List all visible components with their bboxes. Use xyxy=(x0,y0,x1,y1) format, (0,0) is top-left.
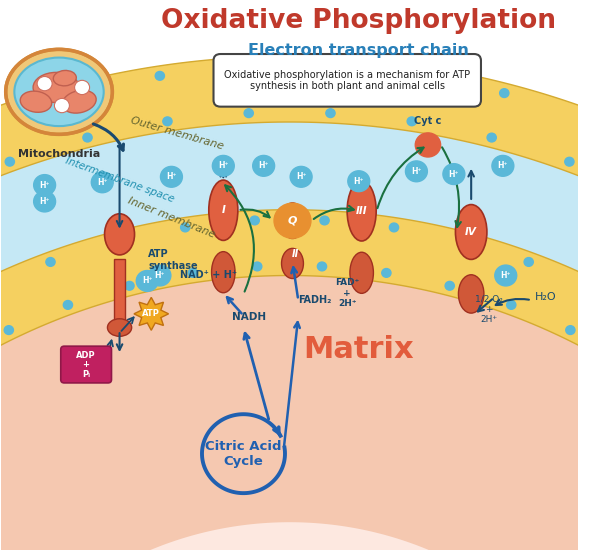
Circle shape xyxy=(389,223,398,232)
Text: Outer membrane: Outer membrane xyxy=(130,115,225,151)
Circle shape xyxy=(188,268,197,277)
Circle shape xyxy=(5,158,14,166)
Circle shape xyxy=(458,237,467,246)
Polygon shape xyxy=(0,210,600,551)
Text: H⁺: H⁺ xyxy=(142,277,152,285)
Text: H₂O: H₂O xyxy=(535,292,556,302)
Circle shape xyxy=(566,326,575,334)
Circle shape xyxy=(70,89,80,98)
Circle shape xyxy=(253,155,275,176)
Ellipse shape xyxy=(33,72,79,102)
Circle shape xyxy=(290,166,312,187)
Circle shape xyxy=(91,172,113,193)
Ellipse shape xyxy=(212,252,235,293)
Circle shape xyxy=(320,216,329,225)
Text: Oxidative phosphorylation is a mechanism for ATP
synthesis in both plant and ani: Oxidative phosphorylation is a mechanism… xyxy=(224,69,470,91)
Ellipse shape xyxy=(455,204,487,260)
Circle shape xyxy=(34,175,56,196)
FancyBboxPatch shape xyxy=(61,346,112,383)
Text: H⁺: H⁺ xyxy=(40,181,50,190)
Circle shape xyxy=(506,300,516,309)
Text: FAD⁺
+
2H⁺: FAD⁺ + 2H⁺ xyxy=(335,278,359,308)
Polygon shape xyxy=(0,122,600,551)
Circle shape xyxy=(46,257,55,266)
Circle shape xyxy=(250,216,259,225)
Ellipse shape xyxy=(281,203,304,239)
Circle shape xyxy=(181,223,190,232)
Circle shape xyxy=(155,72,164,80)
Ellipse shape xyxy=(14,58,104,126)
Polygon shape xyxy=(134,298,169,330)
Text: NAD⁺ + H⁺: NAD⁺ + H⁺ xyxy=(181,270,238,280)
Circle shape xyxy=(274,203,311,238)
Circle shape xyxy=(136,271,158,291)
Polygon shape xyxy=(1,358,578,549)
Ellipse shape xyxy=(20,91,52,112)
Text: Oxidative Phosphorylation: Oxidative Phosphorylation xyxy=(161,8,556,34)
Circle shape xyxy=(415,72,424,80)
Text: H⁺: H⁺ xyxy=(296,172,307,181)
Text: FADH₂: FADH₂ xyxy=(298,295,332,305)
Circle shape xyxy=(500,89,509,98)
Circle shape xyxy=(74,80,89,95)
Ellipse shape xyxy=(458,275,484,313)
Circle shape xyxy=(253,262,262,271)
Circle shape xyxy=(163,117,172,126)
Text: H⁺: H⁺ xyxy=(500,271,511,280)
Text: H⁺: H⁺ xyxy=(40,197,50,206)
Text: Cyt c: Cyt c xyxy=(414,116,442,126)
Circle shape xyxy=(242,63,251,72)
Text: H⁺: H⁺ xyxy=(411,167,422,176)
Circle shape xyxy=(37,77,52,91)
Text: IV: IV xyxy=(465,227,477,237)
Circle shape xyxy=(445,282,454,290)
Circle shape xyxy=(487,133,496,142)
Circle shape xyxy=(382,268,391,277)
Circle shape xyxy=(64,300,73,309)
Circle shape xyxy=(55,99,70,112)
Text: H⁺: H⁺ xyxy=(353,177,364,186)
Ellipse shape xyxy=(347,181,376,241)
Circle shape xyxy=(492,155,514,176)
Text: H⁺: H⁺ xyxy=(218,161,229,170)
Circle shape xyxy=(244,109,253,117)
Circle shape xyxy=(328,63,338,72)
Circle shape xyxy=(34,191,56,212)
Circle shape xyxy=(317,262,326,271)
Text: 1/2 O₂
+
2H⁺: 1/2 O₂ + 2H⁺ xyxy=(475,295,502,325)
Text: H⁺: H⁺ xyxy=(97,178,107,187)
Circle shape xyxy=(149,265,171,286)
Ellipse shape xyxy=(209,180,238,240)
Ellipse shape xyxy=(53,71,76,86)
Ellipse shape xyxy=(6,50,112,134)
Circle shape xyxy=(326,109,335,117)
Polygon shape xyxy=(0,276,600,551)
Text: Inner membrane: Inner membrane xyxy=(126,196,217,240)
FancyBboxPatch shape xyxy=(214,54,481,107)
Text: I: I xyxy=(221,205,225,215)
Text: H⁺: H⁺ xyxy=(166,172,176,181)
Polygon shape xyxy=(115,259,125,325)
Text: II: II xyxy=(292,249,299,258)
Text: ATP: ATP xyxy=(142,309,160,318)
Text: Q: Q xyxy=(288,215,297,226)
Circle shape xyxy=(160,166,182,187)
Circle shape xyxy=(125,282,134,290)
Ellipse shape xyxy=(62,90,96,113)
Text: H⁺: H⁺ xyxy=(449,170,459,179)
Circle shape xyxy=(495,265,517,286)
Circle shape xyxy=(112,237,122,246)
Polygon shape xyxy=(1,2,578,549)
Circle shape xyxy=(4,326,13,334)
Circle shape xyxy=(407,117,416,126)
Text: ATP
synthase: ATP synthase xyxy=(148,249,198,271)
Text: Mitochondria: Mitochondria xyxy=(18,149,100,159)
Circle shape xyxy=(83,133,92,142)
Ellipse shape xyxy=(281,249,304,278)
Polygon shape xyxy=(0,56,600,551)
Text: Matrix: Matrix xyxy=(304,335,414,364)
Text: Electron transport chain: Electron transport chain xyxy=(248,43,469,58)
Text: III: III xyxy=(356,206,367,216)
Text: ADP
+
Pᵢ: ADP + Pᵢ xyxy=(76,350,96,379)
